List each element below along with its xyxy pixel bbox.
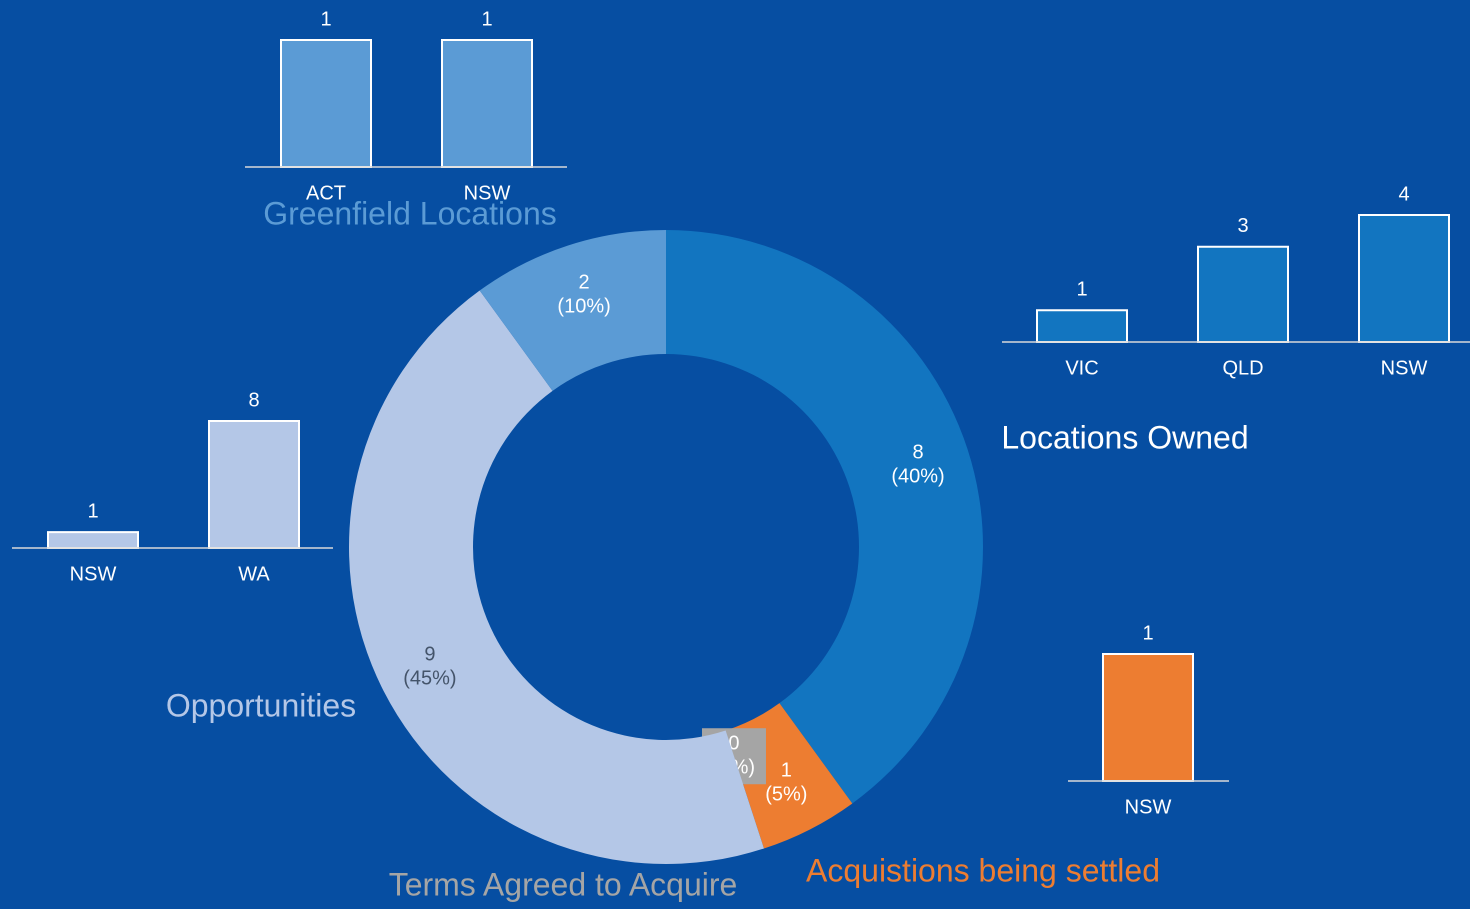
segment-title: Greenfield Locations [263, 195, 557, 231]
bar-value: 1 [1142, 622, 1153, 644]
segment-value: 9 [424, 644, 435, 666]
donut-segment [479, 230, 666, 391]
bar [1102, 653, 1194, 782]
donut-segment [349, 290, 764, 864]
bar-value: 3 [1237, 215, 1248, 237]
bar-value: 1 [1076, 279, 1087, 301]
segment-value: 0 [728, 733, 739, 755]
segment-value: 2 [579, 271, 590, 293]
bar [280, 39, 372, 168]
x-tick-label: NSW [1381, 357, 1428, 379]
bar [441, 39, 533, 168]
segment-title: Terms Agreed to Acquire [389, 866, 738, 902]
bar [208, 420, 300, 549]
x-tick-label: QLD [1222, 357, 1263, 379]
segment-percent: (40%) [891, 465, 944, 487]
donut-segment [666, 230, 983, 804]
bar [1036, 309, 1128, 343]
bar-value: 1 [481, 8, 492, 30]
bar-value: 1 [320, 8, 331, 30]
bar [1358, 214, 1450, 343]
bar [1197, 245, 1289, 343]
x-tick-label: VIC [1065, 357, 1098, 379]
segment-value: 1 [781, 759, 792, 781]
segment-percent: (5%) [765, 783, 807, 805]
bar-value: 1 [87, 500, 98, 522]
segment-percent: (10%) [557, 295, 610, 317]
segment-title: Acquistions being settled [806, 852, 1160, 888]
bar [47, 531, 139, 549]
x-tick-label: NSW [70, 563, 117, 585]
x-tick-label: NSW [464, 182, 511, 204]
segment-value: 8 [912, 441, 923, 463]
x-tick-label: WA [238, 563, 270, 585]
x-tick-label: NSW [1125, 796, 1172, 818]
segment-title: Opportunities [166, 687, 356, 723]
x-tick-label: ACT [306, 182, 346, 204]
bar-value: 8 [248, 389, 259, 411]
segment-percent: (45%) [403, 668, 456, 690]
segment-title: Locations Owned [1001, 419, 1248, 455]
bar-value: 4 [1398, 183, 1409, 205]
